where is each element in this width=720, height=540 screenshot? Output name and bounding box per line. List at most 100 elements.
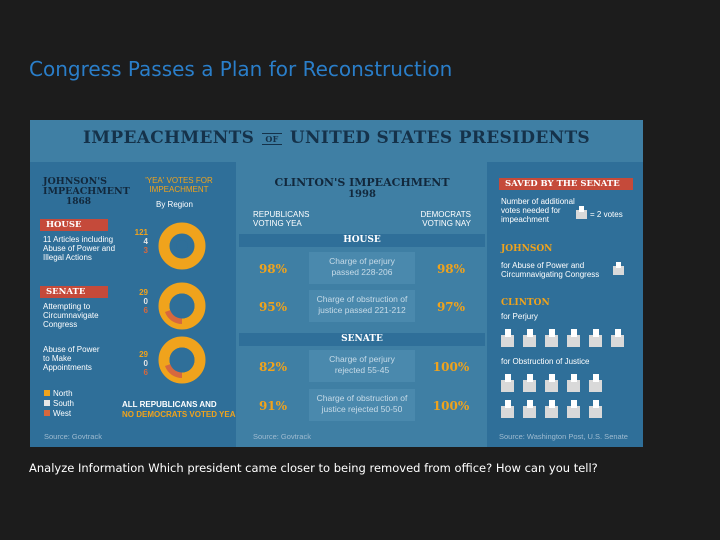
title-of: OF xyxy=(262,132,282,145)
votes-heading-line1: 'YEA' VOTES FOR xyxy=(145,176,213,185)
johnson-heading-line2: IMPEACHMENT xyxy=(43,186,130,197)
saved-legend-line2: votes needed for xyxy=(501,206,561,215)
house-vote-numbers: 121 4 3 xyxy=(128,228,148,255)
senate-vote-numbers-1: 29 0 6 xyxy=(128,288,148,315)
row3-line1: Charge of perjury xyxy=(329,354,395,364)
johnson-senate-tag: SENATE xyxy=(40,286,108,298)
row4-rep-pct: 91% xyxy=(258,399,288,413)
row1-dem-pct: 98% xyxy=(436,262,466,276)
senate1-votes-south: 0 xyxy=(143,297,148,306)
row1-line1: Charge of perjury xyxy=(329,256,395,266)
legend-north-label: North xyxy=(53,389,73,398)
by-region: By Region xyxy=(156,200,193,209)
house-votes-south: 4 xyxy=(143,237,148,246)
legend-west-label: West xyxy=(53,409,72,418)
legend-west-swatch xyxy=(44,410,50,416)
saved-legend-text: Number of additional votes needed for im… xyxy=(501,197,575,224)
row4-line2: justice rejected 50-50 xyxy=(321,404,403,414)
johnson-panel: JOHNSON'S IMPEACHMENT 1868 'YEA' VOTES F… xyxy=(30,162,236,447)
ballot-box-icon xyxy=(576,206,587,219)
saved-johnson-line2: Circumnavigating Congress xyxy=(501,270,600,279)
senate-band: SENATE xyxy=(239,333,485,346)
saved-panel: SAVED BY THE SENATE Number of additional… xyxy=(487,162,643,447)
johnson-heading: JOHNSON'S IMPEACHMENT xyxy=(43,177,130,197)
row2-rep-pct: 95% xyxy=(258,300,288,314)
saved-clinton-heading: CLINTON xyxy=(501,298,550,308)
slide-title: Congress Passes a Plan for Reconstructio… xyxy=(29,57,453,81)
johnson-house-text: 11 Articles including Abuse of Power and… xyxy=(43,235,115,262)
row4-line1: Charge of obstruction of xyxy=(316,393,408,403)
title-left: IMPEACHMENTS xyxy=(83,128,255,148)
johnson-ballot-icon xyxy=(613,262,624,275)
row3-charge: Charge of perjury rejected 55-45 xyxy=(309,350,415,382)
senate-text1-line2: Circumnavigate xyxy=(43,311,99,320)
johnson-footnote: ALL REPUBLICANS AND NO DEMOCRATS VOTED Y… xyxy=(122,400,236,420)
infographic: IMPEACHMENTS OF UNITED STATES PRESIDENTS… xyxy=(30,120,643,447)
house-votes-north: 121 xyxy=(134,228,148,237)
legend-west: West xyxy=(44,409,74,419)
row4-charge: Charge of obstruction of justice rejecte… xyxy=(309,389,415,421)
saved-legend-line1: Number of additional xyxy=(501,197,575,206)
row2-charge: Charge of obstruction of justice passed … xyxy=(309,290,415,322)
saved-legend-value: = 2 votes xyxy=(590,210,623,219)
row1-line2: passed 228-206 xyxy=(331,267,393,277)
clinton-panel: CLINTON'S IMPEACHMENT 1998 REPUBLICANS V… xyxy=(239,162,485,447)
row3-line2: rejected 55-45 xyxy=(334,365,390,375)
dem-line1: DEMOCRATS xyxy=(420,210,471,219)
legend-south: South xyxy=(44,399,74,409)
saved-legend-line3: impeachment xyxy=(501,215,550,224)
legend-north: North xyxy=(44,389,74,399)
region-legend: North South West xyxy=(44,389,74,419)
legend-south-label: South xyxy=(53,399,74,408)
johnson-source: Source: Govtrack xyxy=(44,432,102,441)
saved-clinton-perjury: for Perjury xyxy=(501,312,538,321)
footnote-line2: NO DEMOCRATS VOTED YEA xyxy=(122,410,236,419)
legend-south-swatch xyxy=(44,400,50,406)
senate2-votes-north: 29 xyxy=(139,350,148,359)
rep-line1: REPUBLICANS xyxy=(253,210,310,219)
house-text-line1: 11 Articles including xyxy=(43,235,114,244)
votes-heading: 'YEA' VOTES FOR IMPEACHMENT xyxy=(144,176,214,194)
senate1-votes-west: 6 xyxy=(143,306,148,315)
johnson-heading-line1: JOHNSON'S xyxy=(43,176,108,187)
clinton-year: 1998 xyxy=(348,189,376,200)
saved-clinton-obstruction: for Obstruction of Justice xyxy=(501,357,590,366)
row2-dem-pct: 97% xyxy=(436,300,466,314)
senate-text2-line2: to Make xyxy=(43,354,72,363)
clinton-source: Source: Govtrack xyxy=(253,432,311,441)
votes-heading-line2: IMPEACHMENT xyxy=(149,185,209,194)
saved-johnson-text: for Abuse of Power and Circumnavigating … xyxy=(501,261,599,279)
senate-donut-chart-2 xyxy=(158,336,206,384)
house-donut-chart xyxy=(158,222,206,270)
senate-text1-line3: Congress xyxy=(43,320,78,329)
house-text-line3: Illegal Actions xyxy=(43,253,92,262)
house-text-line2: Abuse of Power and xyxy=(43,244,116,253)
footnote-line1: ALL REPUBLICANS AND xyxy=(122,400,217,409)
senate-text-1: Attempting to Circumnavigate Congress xyxy=(43,302,99,329)
johnson-house-tag: HOUSE xyxy=(40,219,108,231)
row1-charge: Charge of perjury passed 228-206 xyxy=(309,252,415,284)
senate-text2-line3: Appointments xyxy=(43,363,92,372)
saved-johnson-heading: JOHNSON xyxy=(501,244,553,254)
senate-vote-numbers-2: 29 0 6 xyxy=(128,350,148,377)
row2-line1: Charge of obstruction of xyxy=(316,294,408,304)
republicans-label: REPUBLICANS VOTING YEA xyxy=(253,210,309,228)
slide-caption: Analyze Information Which president came… xyxy=(29,461,598,475)
infographic-title: IMPEACHMENTS OF UNITED STATES PRESIDENTS xyxy=(30,128,643,148)
row3-dem-pct: 100% xyxy=(432,360,470,374)
johnson-year: 1868 xyxy=(66,197,92,207)
senate-text-2: Abuse of Power to Make Appointments xyxy=(43,345,99,372)
house-votes-west: 3 xyxy=(143,246,148,255)
saved-source: Source: Washington Post, U.S. Senate xyxy=(499,432,628,441)
saved-tag: SAVED BY THE SENATE xyxy=(499,178,633,190)
senate2-votes-south: 0 xyxy=(143,359,148,368)
saved-johnson-line1: for Abuse of Power and xyxy=(501,261,585,270)
democrats-label: DEMOCRATS VOTING NAY xyxy=(417,210,471,228)
row3-rep-pct: 82% xyxy=(258,360,288,374)
senate2-votes-west: 6 xyxy=(143,368,148,377)
obstruction-ballot-rows xyxy=(501,374,602,418)
row1-rep-pct: 98% xyxy=(258,262,288,276)
senate-text1-line1: Attempting to xyxy=(43,302,91,311)
title-right: UNITED STATES PRESIDENTS xyxy=(289,128,590,148)
perjury-ballot-row xyxy=(501,329,624,347)
